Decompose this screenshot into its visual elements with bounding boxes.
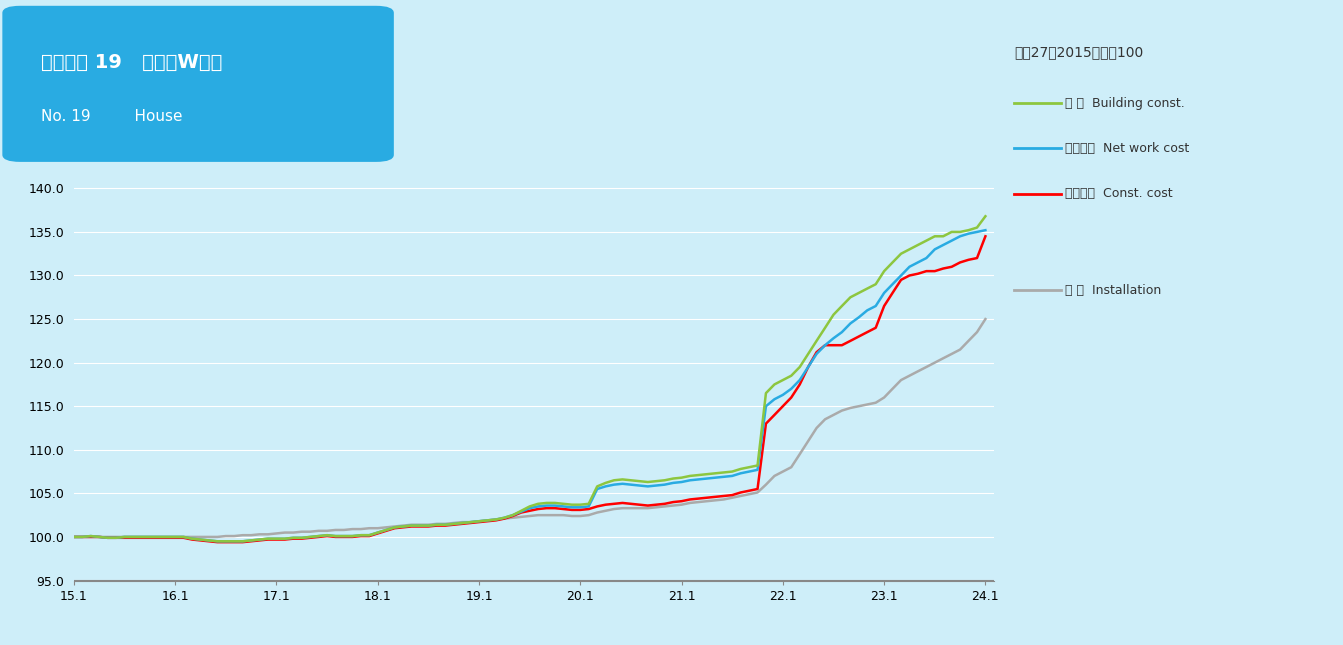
Text: 建物種類 19   住宅（W造）: 建物種類 19 住宅（W造） <box>42 53 223 72</box>
Text: No. 19         House: No. 19 House <box>42 108 183 124</box>
Text: 工事原価  Const. cost: 工事原価 Const. cost <box>1065 187 1172 200</box>
Text: 純工事費  Net work cost: 純工事費 Net work cost <box>1065 142 1190 155</box>
FancyBboxPatch shape <box>3 6 393 162</box>
Text: 平成27（2015）年＝100: 平成27（2015）年＝100 <box>1014 45 1143 59</box>
Text: 設 備  Installation: 設 備 Installation <box>1065 284 1162 297</box>
Text: 建 築  Building const.: 建 築 Building const. <box>1065 97 1185 110</box>
